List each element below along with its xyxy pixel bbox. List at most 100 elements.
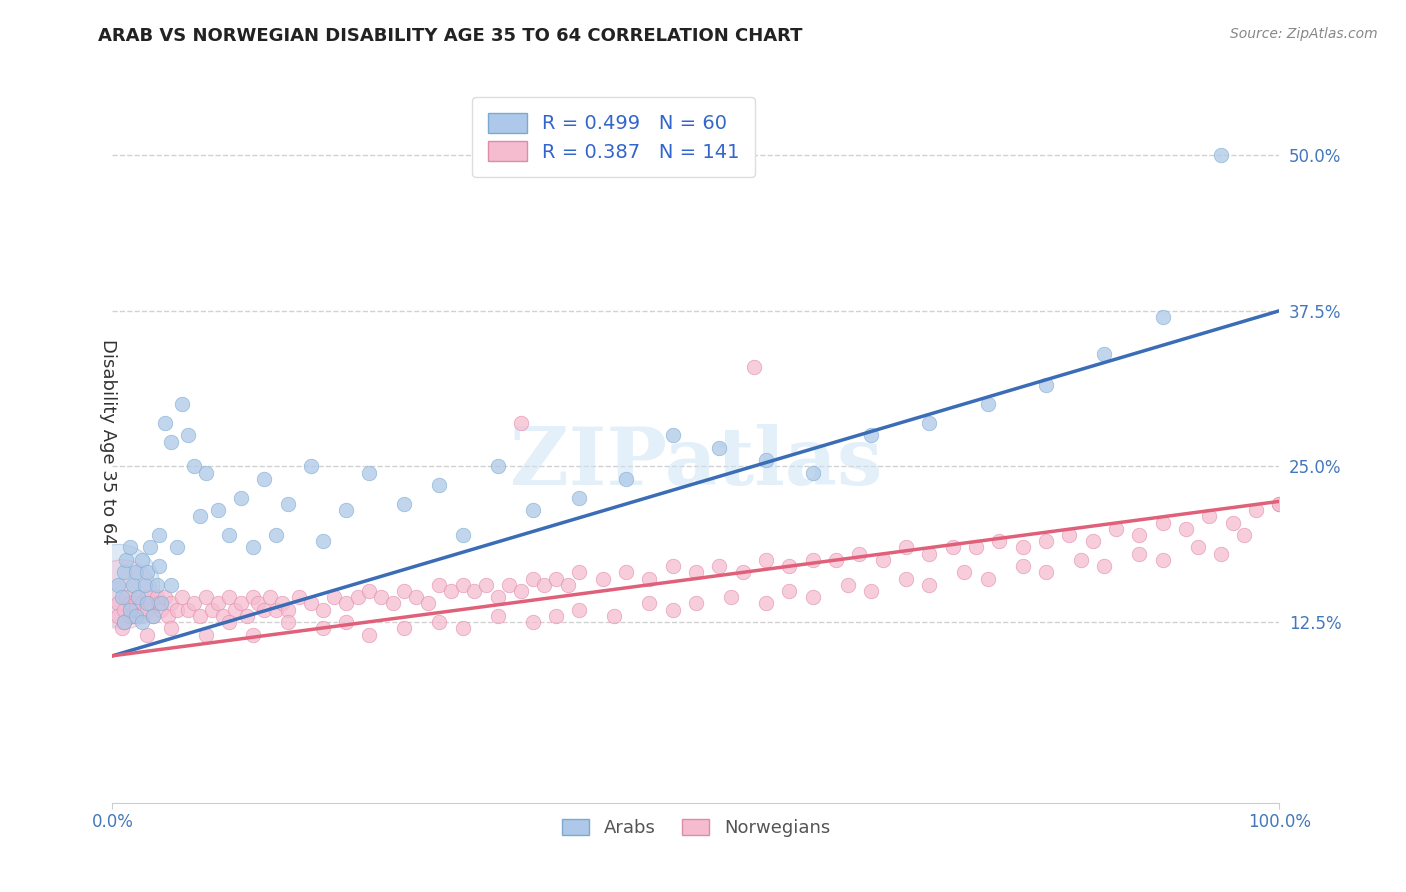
Point (778, 559, 800, 574)
Point (965, 541, 987, 555)
Point (522, 615, 544, 630)
Point (837, 578, 859, 592)
Text: Source: ZipAtlas.com: Source: ZipAtlas.com (1230, 27, 1378, 41)
Point (107, 597, 129, 611)
Point (894, 541, 917, 555)
Point (359, 466, 381, 480)
Point (107, 609, 129, 624)
Point (131, 553, 153, 567)
Point (918, 578, 941, 592)
Point (872, 553, 894, 567)
Point (125, 597, 148, 611)
Point (142, 609, 165, 624)
Point (801, 553, 824, 567)
Point (1035, 566, 1057, 580)
Point (194, 466, 217, 480)
Point (229, 597, 252, 611)
Point (918, 547, 941, 561)
Point (1209, 547, 1232, 561)
Point (188, 509, 211, 524)
Point (259, 591, 281, 605)
Point (139, 597, 162, 611)
Point (592, 572, 614, 586)
Point (661, 559, 683, 574)
Point (568, 603, 591, 617)
Point (614, 472, 637, 486)
Point (1152, 553, 1174, 567)
Point (150, 597, 173, 611)
Point (276, 603, 298, 617)
Point (1070, 553, 1092, 567)
Point (148, 597, 170, 611)
Point (522, 503, 544, 517)
Point (1105, 522, 1128, 536)
Point (107, 578, 129, 592)
Point (115, 591, 138, 605)
Point (253, 603, 276, 617)
Point (125, 609, 148, 624)
Point (860, 584, 883, 599)
Point (1268, 497, 1291, 511)
Point (335, 597, 357, 611)
Point (118, 603, 141, 617)
Point (270, 597, 292, 611)
Point (614, 566, 637, 580)
Point (218, 591, 240, 605)
Point (183, 597, 205, 611)
Point (755, 597, 778, 611)
Point (1187, 541, 1209, 555)
Point (111, 591, 134, 605)
Point (1128, 547, 1150, 561)
Point (264, 528, 287, 542)
Point (111, 586, 134, 600)
Point (359, 627, 381, 641)
Point (918, 416, 941, 430)
Point (825, 553, 848, 567)
Point (127, 591, 149, 605)
Text: ARAB VS NORWEGIAN DISABILITY AGE 35 TO 64 CORRELATION CHART: ARAB VS NORWEGIAN DISABILITY AGE 35 TO 6… (98, 27, 803, 45)
Point (242, 591, 264, 605)
Point (544, 572, 567, 586)
Point (1198, 509, 1220, 524)
Point (451, 578, 474, 592)
Point (142, 609, 165, 624)
Point (118, 597, 141, 611)
Point (394, 497, 416, 511)
Point (427, 578, 450, 592)
Point (166, 541, 188, 555)
Point (299, 459, 322, 474)
Point (381, 597, 404, 611)
Point (346, 591, 368, 605)
Point (118, 541, 141, 555)
Point (207, 503, 229, 517)
Point (1128, 528, 1150, 542)
Point (157, 609, 180, 624)
Point (976, 572, 998, 586)
Point (276, 615, 298, 630)
Point (544, 609, 567, 624)
Point (136, 566, 159, 580)
Point (122, 578, 145, 592)
Legend: Arabs, Norwegians: Arabs, Norwegians (554, 812, 838, 845)
Y-axis label: Disability Age 35 to 64: Disability Age 35 to 64 (98, 339, 117, 544)
Point (139, 541, 162, 555)
Text: ZIPatlas: ZIPatlas (510, 425, 882, 502)
Point (160, 434, 183, 449)
Point (463, 584, 485, 599)
Point (416, 597, 439, 611)
Point (709, 441, 731, 455)
Point (107, 578, 129, 592)
Point (160, 597, 183, 611)
Point (744, 359, 766, 374)
Point (218, 615, 240, 630)
Point (212, 609, 235, 624)
Point (183, 459, 205, 474)
Point (533, 578, 555, 592)
Point (136, 597, 159, 611)
Point (1175, 522, 1198, 536)
Point (115, 553, 138, 567)
Point (131, 597, 153, 611)
Point (685, 597, 707, 611)
Point (153, 416, 176, 430)
Point (335, 615, 357, 630)
